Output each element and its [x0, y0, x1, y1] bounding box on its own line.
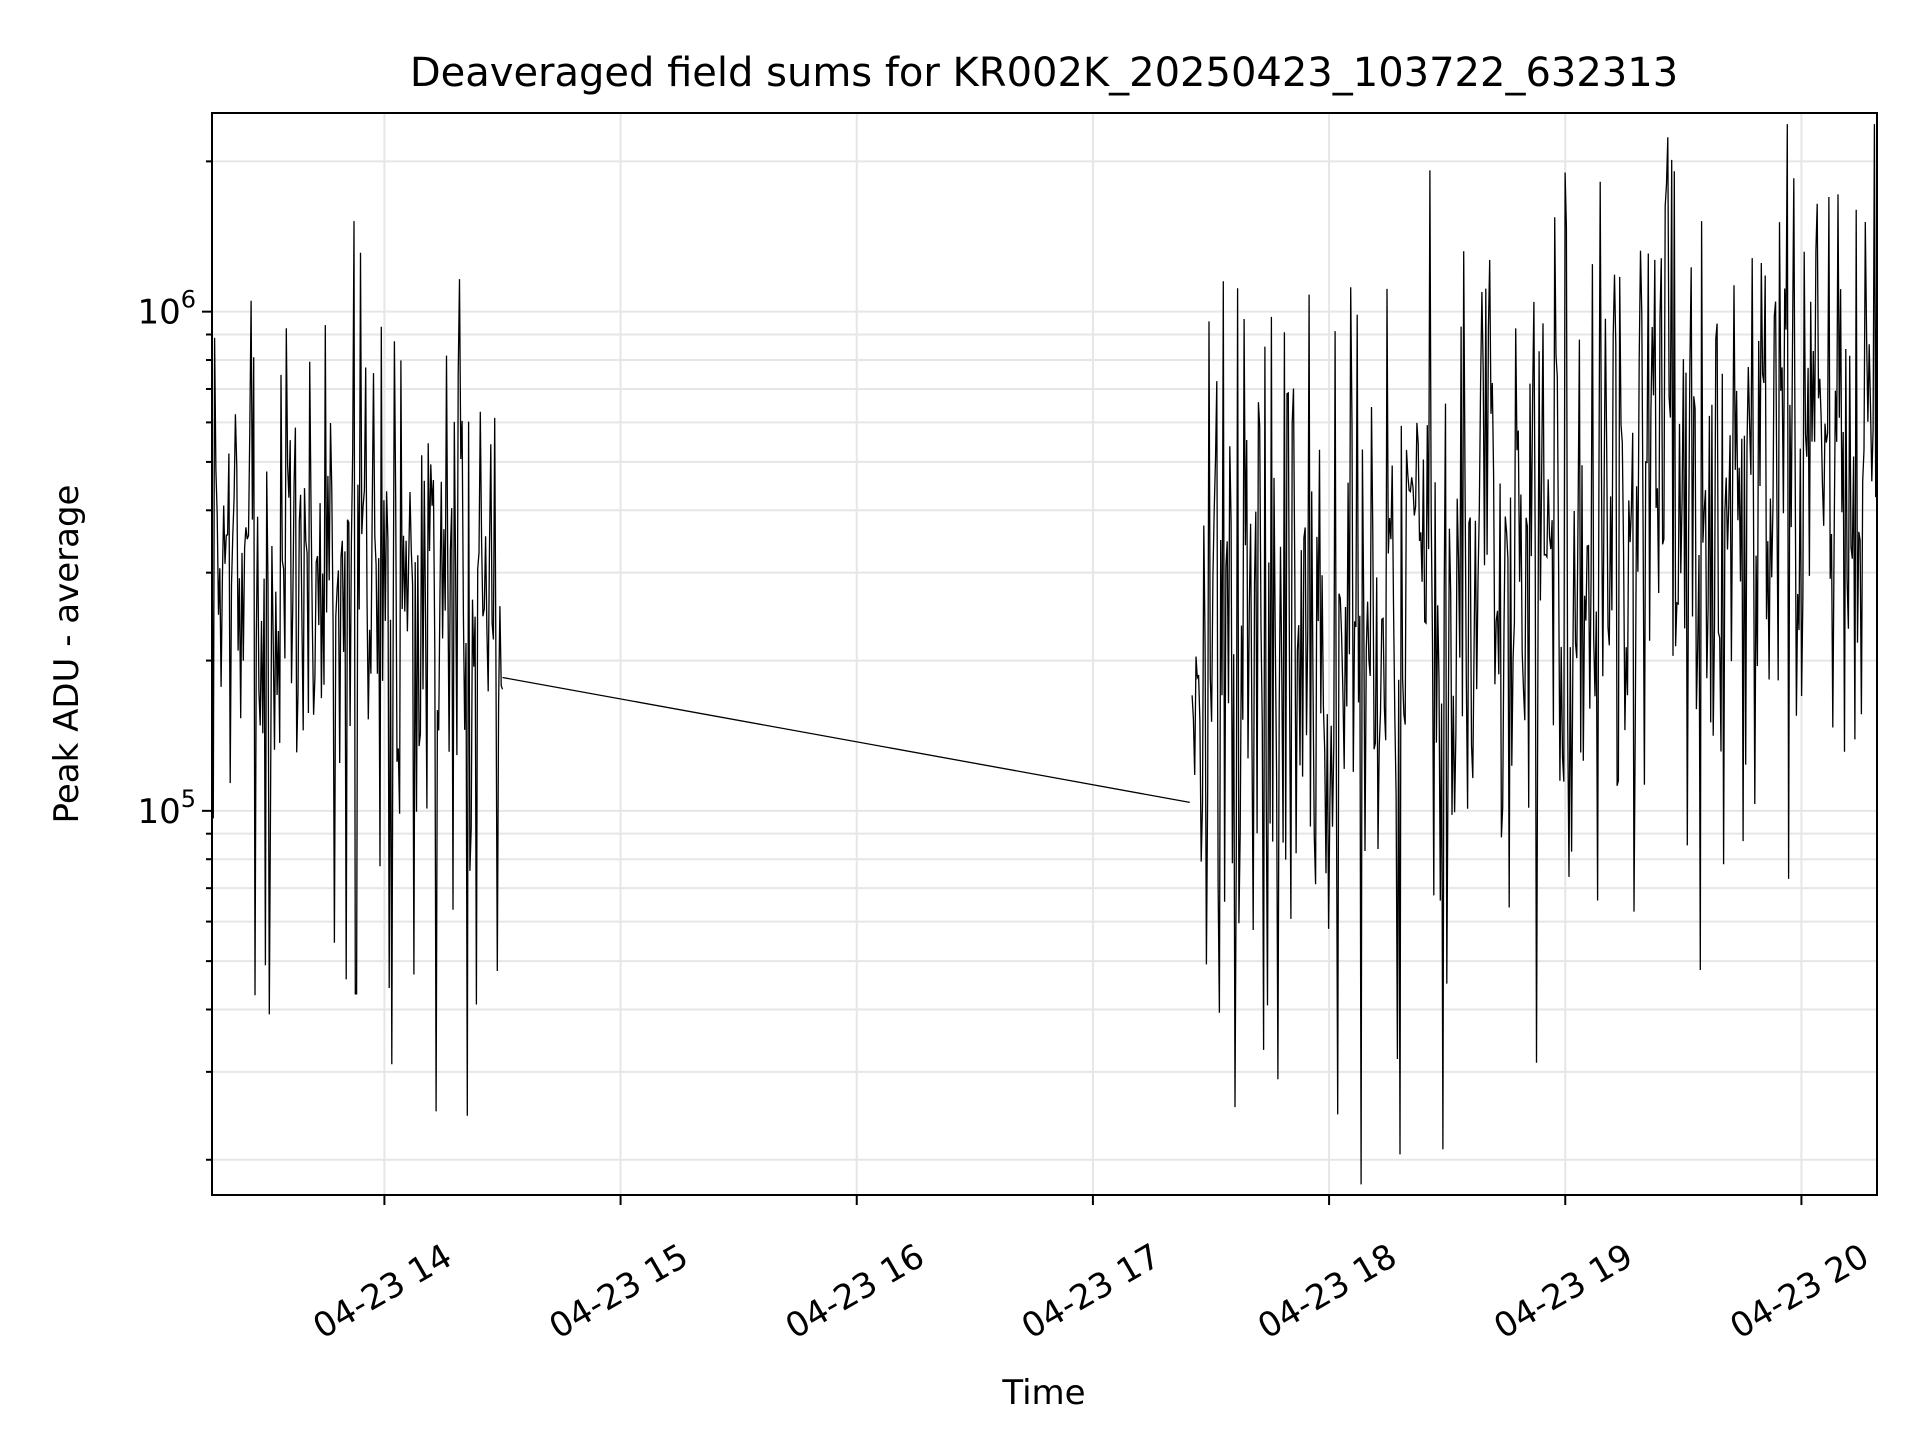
data-series [211, 124, 1878, 1185]
series-line-session-2 [1191, 124, 1878, 1185]
y-axis-ticks: 105 106 [137, 160, 212, 1161]
series-line-session-1 [211, 221, 504, 1116]
series-gap-line [502, 676, 1190, 803]
chart-title: Deaveraged field sums for KR002K_2025042… [410, 50, 1678, 96]
y-tick-label: 106 [137, 286, 196, 333]
plot-area-frame [211, 112, 1878, 1196]
y-axis-label: Peak ADU - average [47, 485, 87, 824]
y-tick-label: 105 [137, 785, 196, 832]
x-axis-label: Time [1001, 1373, 1085, 1413]
